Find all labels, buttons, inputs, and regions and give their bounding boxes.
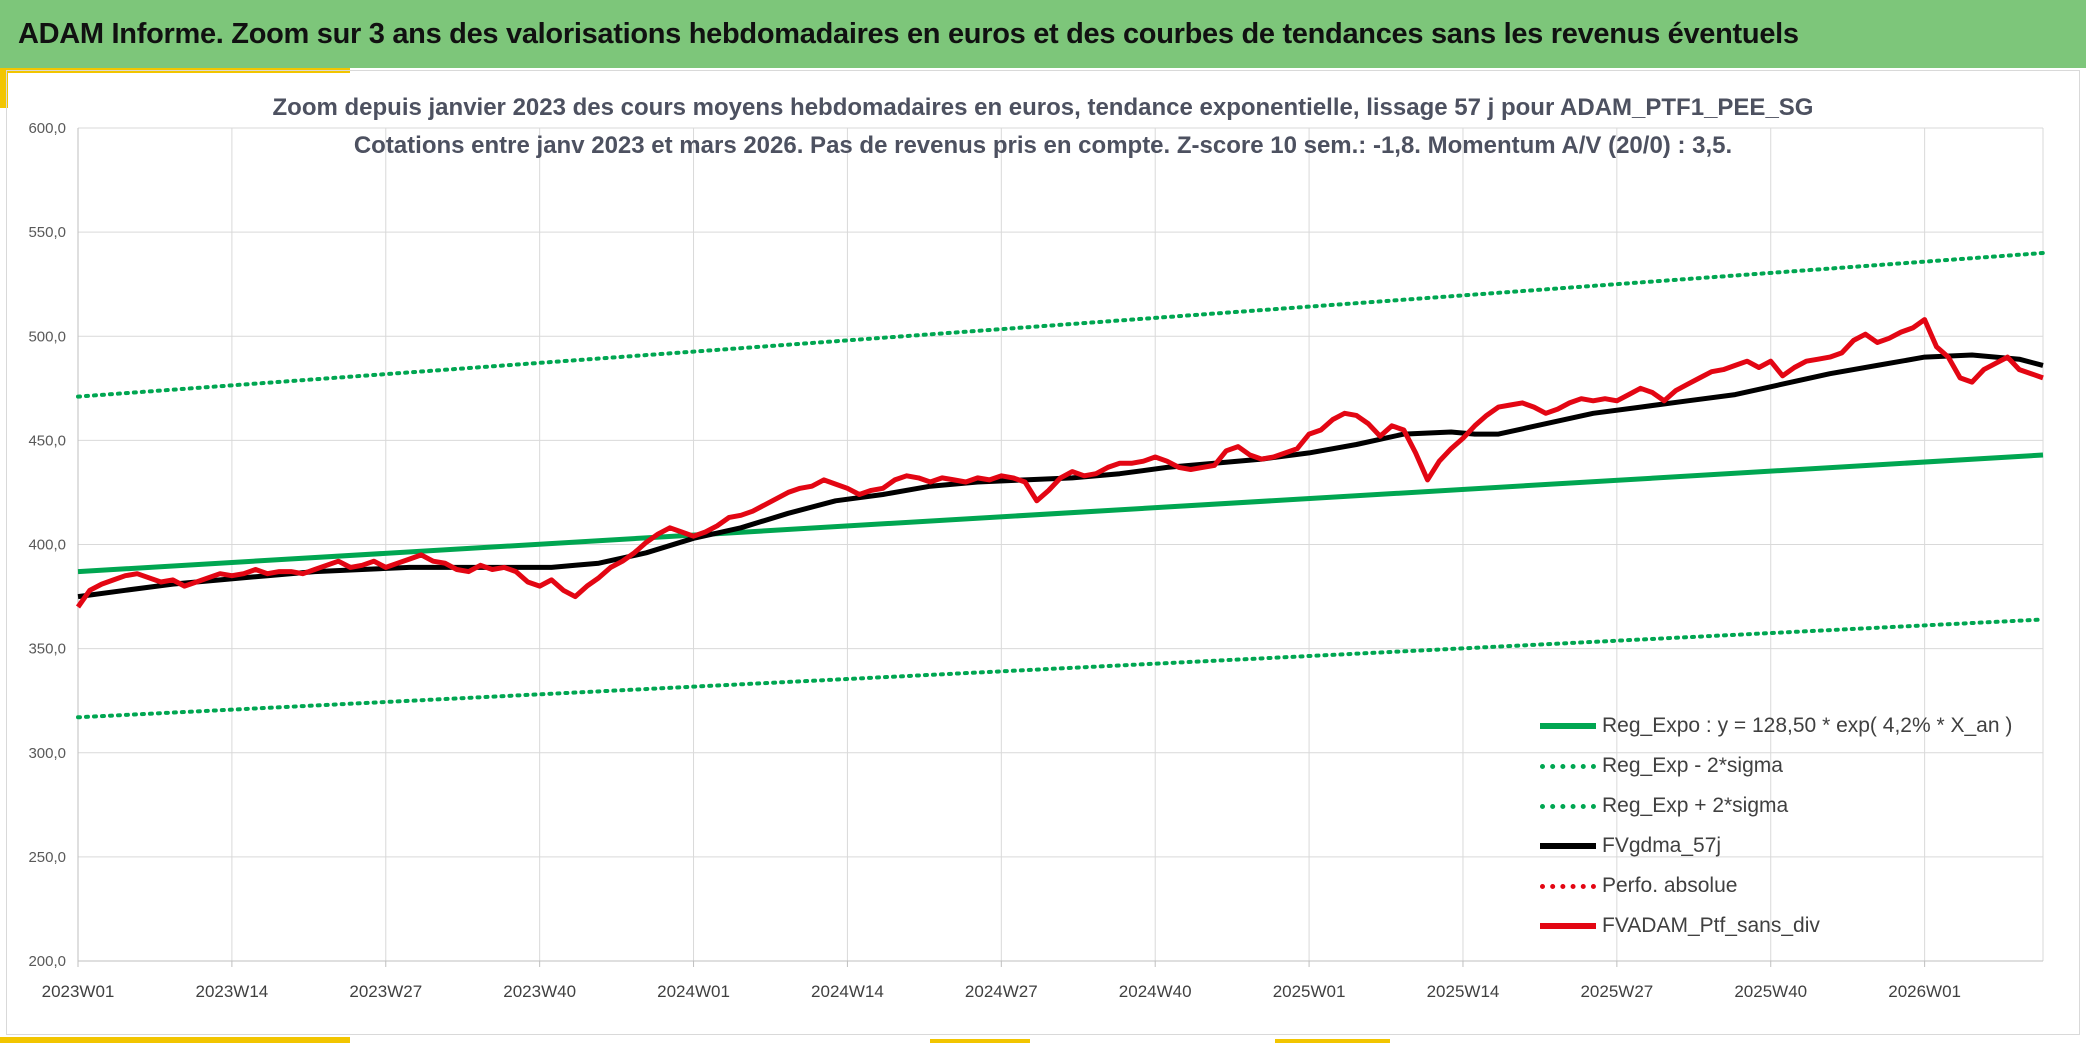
legend-label: Reg_Expo : y = 128,50 * exp( 4,2% * X_an… <box>1602 714 2013 737</box>
x-tick-label: 2024W40 <box>1119 982 1192 1001</box>
chart-title-line-1: Zoom depuis janvier 2023 des cours moyen… <box>273 94 1814 121</box>
x-tick-label: 2024W27 <box>965 982 1038 1001</box>
y-tick-label: 350,0 <box>28 641 66 658</box>
legend-item: Reg_Expo : y = 128,50 * exp( 4,2% * X_an… <box>1540 706 2060 746</box>
frame-accent-bottom <box>0 1037 350 1043</box>
legend-label: FVADAM_Ptf_sans_div <box>1602 914 1820 937</box>
legend-swatch-upper-band <box>1540 803 1596 809</box>
y-tick-label: 600,0 <box>28 120 66 137</box>
series-smoothed-57j <box>77 352 2044 600</box>
y-tick-label: 550,0 <box>28 224 66 241</box>
series-portfolio <box>75 317 2044 609</box>
y-tick-label: 500,0 <box>28 328 66 345</box>
legend-label: Perfo. absolue <box>1602 874 1738 897</box>
legend-swatch-portfolio <box>1540 923 1596 929</box>
chart-title-line-2: Cotations entre janv 2023 et mars 2026. … <box>354 132 1732 159</box>
chart-grid <box>77 127 2044 962</box>
y-tick-label: 250,0 <box>28 849 66 866</box>
legend-swatch-regression <box>1540 723 1596 729</box>
y-tick-label: 200,0 <box>28 953 66 970</box>
x-tick-label: 2026W01 <box>1888 982 1961 1001</box>
frame-accent-bottom-mark <box>1275 1039 1390 1043</box>
x-tick-label: 2023W40 <box>503 982 576 1001</box>
x-tick-label: 2023W14 <box>195 982 268 1001</box>
x-tick-label: 2025W01 <box>1273 982 1346 1001</box>
legend-item: Reg_Exp + 2*sigma <box>1540 786 2060 826</box>
series-regression-line <box>77 452 2044 575</box>
frame-accent-left <box>0 68 8 108</box>
header-banner: ADAM Informe. Zoom sur 3 ans des valoris… <box>0 0 2086 68</box>
chart-axes: 200,0 250,0 300,0 350,0 400,0 450,0 500,0 550,0… <box>28 120 2043 1001</box>
legend-swatch-absolute-perf <box>1540 883 1596 889</box>
page-title: ADAM Informe. Zoom sur 3 ans des valoris… <box>18 17 1799 50</box>
chart-legend: Reg_Expo : y = 128,50 * exp( 4,2% * X_an… <box>1540 706 2060 946</box>
legend-item: Reg_Exp - 2*sigma <box>1540 746 2060 786</box>
x-tick-label: 2024W14 <box>811 982 884 1001</box>
x-tick-label: 2025W14 <box>1427 982 1500 1001</box>
series-lower-band <box>76 617 2045 720</box>
x-tick-label: 2025W27 <box>1580 982 1653 1001</box>
legend-swatch-lower-band <box>1540 763 1596 769</box>
x-tick-label: 2023W01 <box>42 982 115 1001</box>
x-tick-label: 2024W01 <box>657 982 730 1001</box>
x-tick-label: 2025W40 <box>1734 982 1807 1001</box>
y-tick-label: 450,0 <box>28 432 66 449</box>
series-upper-band <box>76 251 2045 399</box>
legend-item: Perfo. absolue <box>1540 866 2060 906</box>
chart-series <box>75 251 2045 720</box>
legend-label: Reg_Exp - 2*sigma <box>1602 754 1783 777</box>
legend-label: FVgdma_57j <box>1602 834 1722 857</box>
frame-accent-bottom-mark <box>930 1039 1030 1043</box>
legend-item: FVgdma_57j <box>1540 826 2060 866</box>
y-tick-label: 400,0 <box>28 537 66 554</box>
chart-frame <box>6 70 2080 1035</box>
legend-label: Reg_Exp + 2*sigma <box>1602 794 1789 817</box>
x-tick-label: 2023W27 <box>349 982 422 1001</box>
y-tick-label: 300,0 <box>28 745 66 762</box>
legend-item: FVADAM_Ptf_sans_div <box>1540 906 2060 946</box>
legend-swatch-smoothed <box>1540 843 1596 849</box>
